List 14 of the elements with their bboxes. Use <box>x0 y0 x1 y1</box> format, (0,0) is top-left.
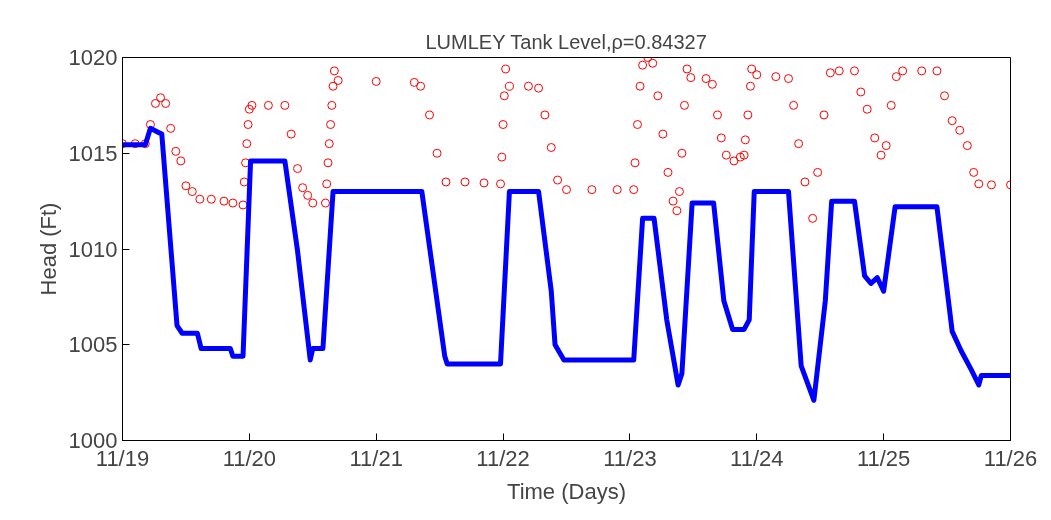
x-tick-label: 11/25 <box>856 445 911 471</box>
x-axis-title: Time (Days) <box>507 478 626 504</box>
x-tick-label: 11/26 <box>983 445 1038 471</box>
x-tick-label: 11/23 <box>603 445 657 471</box>
x-tick-label: 11/21 <box>349 445 403 471</box>
chart-title: LUMLEY Tank Level,ρ=0.84327 <box>425 30 707 53</box>
y-tick-label: 1010 <box>68 236 118 262</box>
y-tick-label: 1020 <box>68 45 118 70</box>
x-tick-label: 11/22 <box>476 445 530 471</box>
x-tick-label: 11/24 <box>730 445 784 471</box>
y-axis-title: Head (Ft) <box>35 202 61 296</box>
y-tick-label: 1015 <box>68 140 118 166</box>
y-tick-label: 1005 <box>68 332 118 358</box>
x-tick-label: 11/20 <box>222 445 277 471</box>
